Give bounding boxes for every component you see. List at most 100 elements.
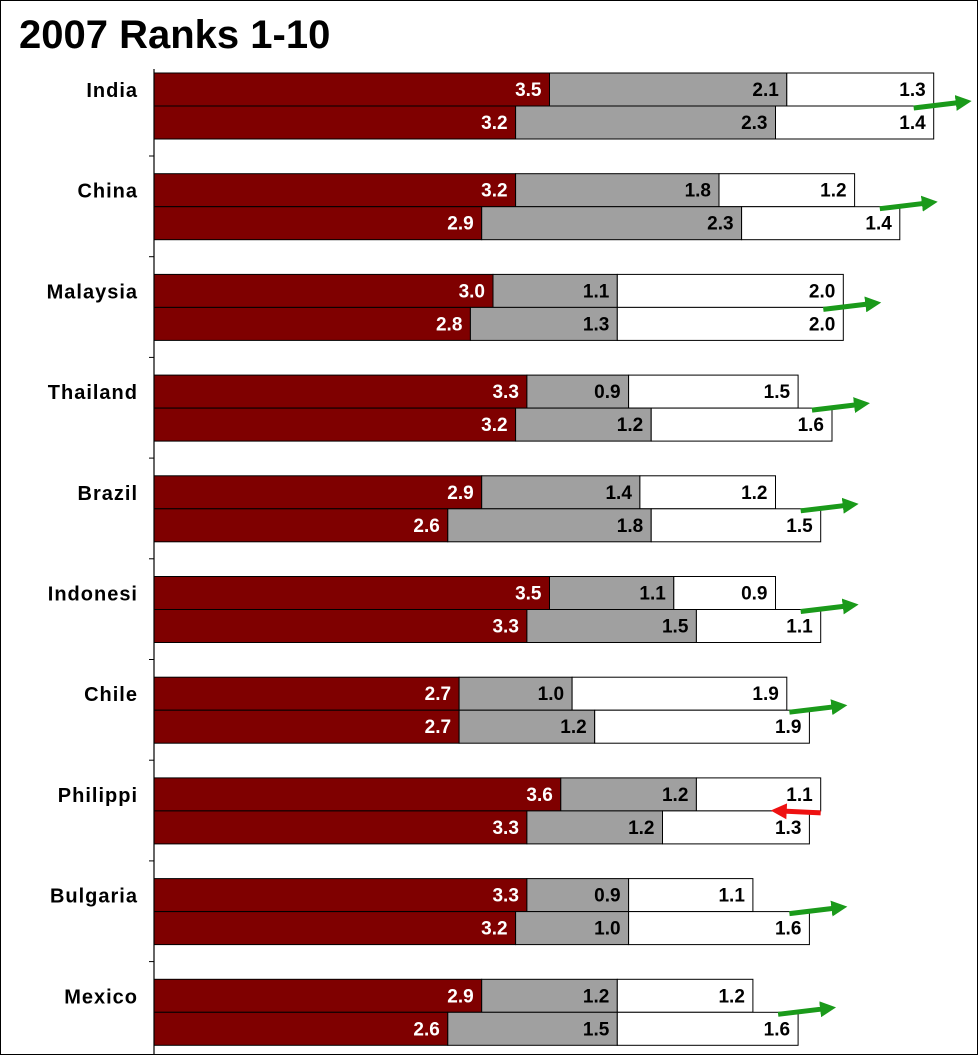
data-label-china-1-0: 2.9 <box>447 214 473 235</box>
data-label-indonesi-0-0: 3.5 <box>515 584 542 605</box>
data-label-thailand-0-0: 3.3 <box>492 382 518 403</box>
bar-segment-indonesi-0-2 <box>673 576 776 610</box>
data-label-indonesi-1-1: 1.5 <box>662 617 689 638</box>
data-label-indonesi-1-0: 3.3 <box>492 617 518 638</box>
trend-arrow-brazil <box>800 497 859 514</box>
category-label-indonesi: Indonesi <box>48 584 138 606</box>
data-label-bulgaria-0-2: 1.1 <box>718 886 745 907</box>
data-label-mexico-1-1: 1.5 <box>583 1019 610 1040</box>
data-label-chile-1-0: 2.7 <box>425 717 451 738</box>
bar-segment-philippi-0-2 <box>695 777 822 812</box>
trend-arrow-china <box>879 195 938 212</box>
data-label-mexico-0-0: 2.9 <box>447 986 473 1007</box>
bar-segment-chile-1-2 <box>594 709 810 744</box>
row-china: China 3.2 1.8 1.2 2.9 2.3 1.4 <box>77 173 938 241</box>
data-label-thailand-0-1: 0.9 <box>594 382 620 403</box>
data-label-malaysia-0-1: 1.1 <box>583 281 610 302</box>
bar-segment-china-1-0 <box>153 206 483 241</box>
bar-segment-thailand-0-2 <box>628 374 799 409</box>
bar-segment-philippi-0-1 <box>560 777 697 812</box>
data-label-mexico-0-2: 1.2 <box>718 986 744 1007</box>
row-chile: Chile 2.7 1.0 1.9 2.7 1.2 1.9 <box>84 676 848 744</box>
bar-segment-bulgaria-1-1 <box>515 911 630 946</box>
data-label-malaysia-0-0: 3.0 <box>459 281 485 302</box>
bar-segment-philippi-1-1 <box>526 810 664 845</box>
data-label-mexico-1-0: 2.6 <box>413 1019 439 1040</box>
data-label-bulgaria-1-1: 1.0 <box>594 919 620 940</box>
bar-segment-china-1-1 <box>481 206 743 241</box>
data-label-china-0-0: 3.2 <box>481 181 507 202</box>
category-label-brazil: Brazil <box>78 483 138 505</box>
category-label-bulgaria: Bulgaria <box>50 886 138 908</box>
data-label-india-0-0: 3.5 <box>515 80 542 101</box>
category-label-india: India <box>86 80 138 102</box>
trend-arrow-malaysia <box>823 296 882 313</box>
data-label-china-0-2: 1.2 <box>820 181 846 202</box>
data-label-thailand-1-0: 3.2 <box>481 415 507 436</box>
data-label-mexico-1-2: 1.6 <box>764 1019 790 1040</box>
data-label-chile-0-2: 1.9 <box>752 684 778 705</box>
row-malaysia: Malaysia 3.0 1.1 2.0 2.8 1.3 2.0 <box>47 273 882 341</box>
bar-segment-mexico-1-1 <box>447 1011 618 1046</box>
bar-segment-thailand-1-2 <box>650 407 833 442</box>
trend-arrow-thailand <box>811 397 870 413</box>
bar-segment-bulgaria-0-1 <box>526 878 630 913</box>
trend-arrow-philippi <box>770 803 821 820</box>
data-label-philippi-0-1: 1.2 <box>662 785 688 806</box>
data-label-brazil-0-1: 1.4 <box>605 483 632 504</box>
category-label-chile: Chile <box>84 684 138 706</box>
data-label-india-0-1: 2.1 <box>752 80 779 101</box>
category-label-china: China <box>77 181 138 203</box>
data-label-indonesi-0-1: 1.1 <box>639 584 666 605</box>
data-label-philippi-1-1: 1.2 <box>628 818 654 839</box>
data-label-chile-1-2: 1.9 <box>775 717 801 738</box>
data-label-bulgaria-0-0: 3.3 <box>492 886 518 907</box>
row-indonesi: Indonesi 3.5 1.1 0.9 3.3 1.5 1.1 <box>48 576 859 643</box>
data-label-malaysia-0-2: 2.0 <box>809 281 835 302</box>
bar-segment-malaysia-0-0 <box>153 273 494 308</box>
data-label-philippi-0-2: 1.1 <box>786 785 813 806</box>
row-philippi: Philippi 3.6 1.2 1.1 3.3 1.2 1.3 <box>58 777 822 845</box>
chart-title: 2007 Ranks 1-10 <box>19 13 331 57</box>
bar-segment-thailand-1-0 <box>153 407 517 442</box>
data-label-thailand-0-2: 1.5 <box>764 382 791 403</box>
bar-segment-bulgaria-1-0 <box>153 911 517 946</box>
data-label-bulgaria-1-2: 1.6 <box>775 919 801 940</box>
data-label-thailand-1-1: 1.2 <box>617 415 643 436</box>
data-label-india-1-2: 1.4 <box>899 113 926 134</box>
data-label-india-1-1: 2.3 <box>741 113 767 134</box>
bar-segment-brazil-1-1 <box>447 508 652 543</box>
bar-segment-mexico-0-2 <box>616 978 754 1013</box>
trend-arrow-indonesi <box>800 598 859 615</box>
bar-segment-indonesi-1-1 <box>526 609 697 643</box>
row-brazil: Brazil 2.9 1.4 1.2 2.6 1.8 1.5 <box>78 475 859 543</box>
bar-segment-indonesi-0-1 <box>549 576 675 610</box>
bar-segment-mexico-0-0 <box>153 978 483 1013</box>
bar-segment-china-0-2 <box>718 173 856 208</box>
bar-segment-chile-1-0 <box>153 709 460 744</box>
bar-segment-mexico-0-1 <box>481 978 618 1013</box>
bar-segment-china-0-1 <box>515 173 720 208</box>
data-label-philippi-0-0: 3.6 <box>526 785 552 806</box>
row-mexico: Mexico 2.9 1.2 1.2 2.6 1.5 1.6 <box>64 978 837 1046</box>
bar-segment-philippi-1-0 <box>153 810 528 845</box>
data-label-brazil-0-0: 2.9 <box>447 483 473 504</box>
category-label-philippi: Philippi <box>58 785 138 807</box>
bar-segment-malaysia-1-2 <box>616 306 844 341</box>
bar-segment-philippi-0-0 <box>153 777 562 812</box>
trend-arrow-india <box>913 95 972 111</box>
bar-segment-india-1-1 <box>515 105 776 140</box>
data-label-india-0-2: 1.3 <box>899 80 925 101</box>
data-label-indonesi-1-2: 1.1 <box>786 617 813 638</box>
data-label-china-1-1: 2.3 <box>707 214 733 235</box>
bar-segment-indonesi-0-0 <box>153 576 550 610</box>
bar-segment-brazil-1-0 <box>153 508 449 543</box>
bar-segment-brazil-0-2 <box>639 475 777 510</box>
data-label-chile-0-1: 1.0 <box>538 684 564 705</box>
category-label-mexico: Mexico <box>64 986 138 1008</box>
bar-segment-brazil-1-2 <box>650 508 822 543</box>
data-label-brazil-0-2: 1.2 <box>741 483 767 504</box>
row-bulgaria: Bulgaria 3.3 0.9 1.1 3.2 1.0 1.6 <box>50 878 848 946</box>
